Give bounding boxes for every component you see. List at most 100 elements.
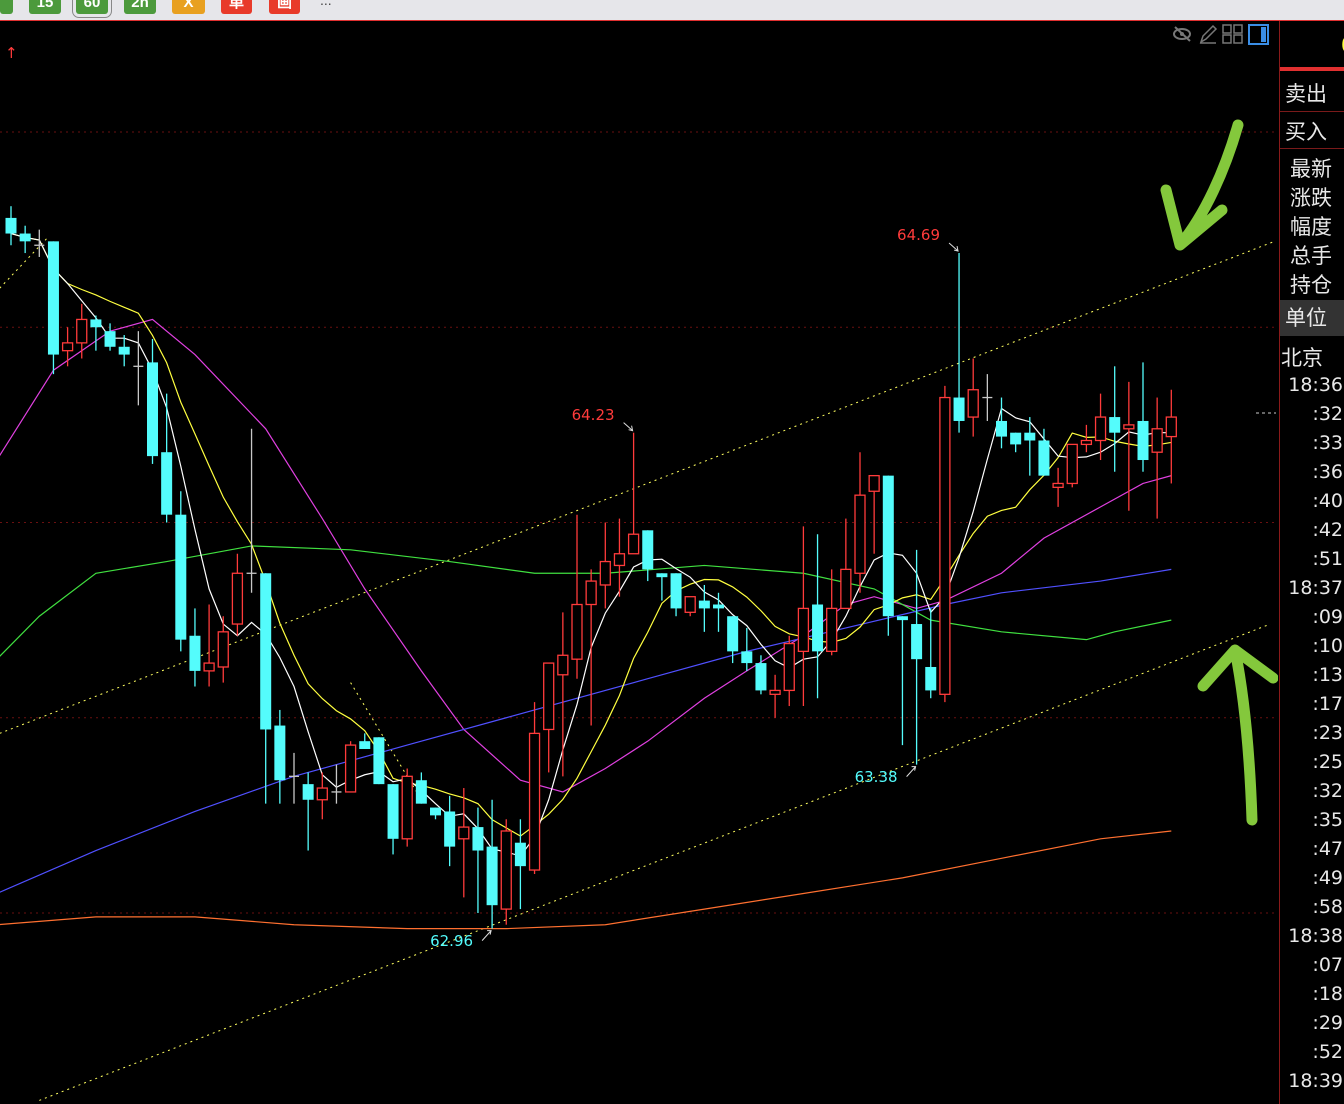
- candle-body: [896, 616, 908, 621]
- candle: [401, 768, 413, 847]
- candle: [1137, 362, 1149, 472]
- candle: [571, 514, 583, 679]
- candle: [854, 452, 866, 593]
- divider: [1280, 111, 1344, 112]
- candle-body: [61, 342, 74, 352]
- candle-body: [486, 846, 498, 906]
- price-label-arrow: [623, 422, 634, 432]
- candle-body: [359, 741, 371, 749]
- candle: [246, 428, 257, 593]
- tick-time: :25: [1312, 751, 1343, 773]
- candle-body: [104, 331, 116, 347]
- tick-time: :40: [1312, 490, 1343, 512]
- candle-body: [698, 600, 710, 609]
- candle-body: [76, 318, 88, 344]
- candle: [911, 549, 923, 765]
- candle-body: [90, 319, 102, 328]
- candle: [1165, 389, 1177, 484]
- low-price-label: 63.38: [854, 767, 898, 786]
- candle-body: [812, 604, 824, 652]
- period-15-button[interactable]: 15: [29, 0, 61, 14]
- candle: [1052, 467, 1064, 507]
- more-button[interactable]: ...: [320, 0, 332, 8]
- panel-toggle-icon[interactable]: [1248, 24, 1270, 46]
- candle: [1094, 393, 1107, 461]
- candle-body: [868, 474, 880, 492]
- sell-label[interactable]: 卖出: [1285, 82, 1327, 106]
- candle-body: [5, 217, 17, 234]
- candle: [231, 553, 244, 636]
- top-value: 0: [1336, 33, 1344, 57]
- candle: [1080, 424, 1093, 453]
- candle: [415, 772, 427, 804]
- tick-time: 18:37: [1288, 577, 1343, 599]
- period-2h-button[interactable]: 2h: [124, 0, 156, 14]
- candle: [840, 518, 852, 610]
- grid-lines: [0, 131, 1278, 914]
- candle: [684, 596, 696, 617]
- candle: [90, 315, 102, 351]
- ma-line-ma_blue: [0, 568, 1172, 893]
- tick-time: :32: [1312, 780, 1343, 802]
- candle-body: [274, 725, 286, 781]
- tick-time: :51: [1312, 548, 1343, 570]
- candle: [61, 327, 74, 367]
- candle: [967, 358, 979, 437]
- candle-body: [1109, 417, 1121, 433]
- candle-body: [47, 241, 59, 355]
- tick-time: :35: [1312, 809, 1343, 831]
- candle-body: [783, 642, 795, 692]
- candle-body: [430, 807, 441, 816]
- candle: [882, 475, 894, 636]
- candle-body: [741, 651, 753, 664]
- candle-body: [1066, 443, 1078, 485]
- candle-body: [1038, 440, 1050, 476]
- candle: [274, 709, 286, 804]
- eye-slash-icon[interactable]: [1172, 24, 1194, 44]
- candle-body: [1123, 424, 1135, 430]
- candle: [812, 534, 824, 699]
- candle-body: [500, 830, 512, 910]
- high-price-label: 64.69: [897, 226, 940, 245]
- tool-x-button[interactable]: X: [172, 0, 205, 14]
- candle: [260, 573, 272, 804]
- candle-body: [755, 663, 767, 691]
- candle: [47, 241, 59, 375]
- candle: [783, 635, 795, 707]
- tick-time: :10: [1312, 635, 1343, 657]
- candle-body: [118, 346, 130, 355]
- period-button[interactable]: [0, 0, 13, 14]
- candle: [698, 584, 710, 632]
- unit-label: 单位: [1280, 300, 1344, 336]
- candle: [331, 764, 342, 804]
- tick-time: :18: [1312, 983, 1343, 1005]
- candle: [1151, 397, 1163, 519]
- toolbar: 15 60 2h X 单 画 ...: [0, 0, 1344, 21]
- field-volume: 总手: [1290, 244, 1332, 268]
- candle: [289, 752, 299, 804]
- field-latest: 最新: [1290, 157, 1332, 181]
- candle-body: [925, 666, 937, 691]
- candle-body: [373, 737, 385, 785]
- order-button[interactable]: 单: [221, 0, 252, 14]
- candle: [939, 385, 951, 703]
- candlestick-chart[interactable]: [0, 21, 1278, 1104]
- candle: [430, 807, 441, 820]
- tick-time: :17: [1312, 693, 1343, 715]
- candle: [642, 530, 654, 582]
- candle: [925, 608, 937, 699]
- tick-time: :07: [1312, 954, 1343, 976]
- candle-body: [613, 553, 626, 567]
- buy-label[interactable]: 买入: [1285, 120, 1327, 144]
- period-60-button[interactable]: 60: [72, 0, 112, 18]
- candle-body: [387, 784, 399, 839]
- pencil-icon[interactable]: [1198, 24, 1218, 44]
- candle-body: [557, 654, 569, 676]
- candle-body: [203, 662, 215, 672]
- candle: [713, 592, 724, 632]
- grid-icon[interactable]: [1222, 24, 1244, 44]
- candle-body: [826, 607, 838, 653]
- candle: [514, 819, 526, 910]
- draw-button[interactable]: 画: [269, 0, 300, 14]
- candle-body: [19, 233, 31, 242]
